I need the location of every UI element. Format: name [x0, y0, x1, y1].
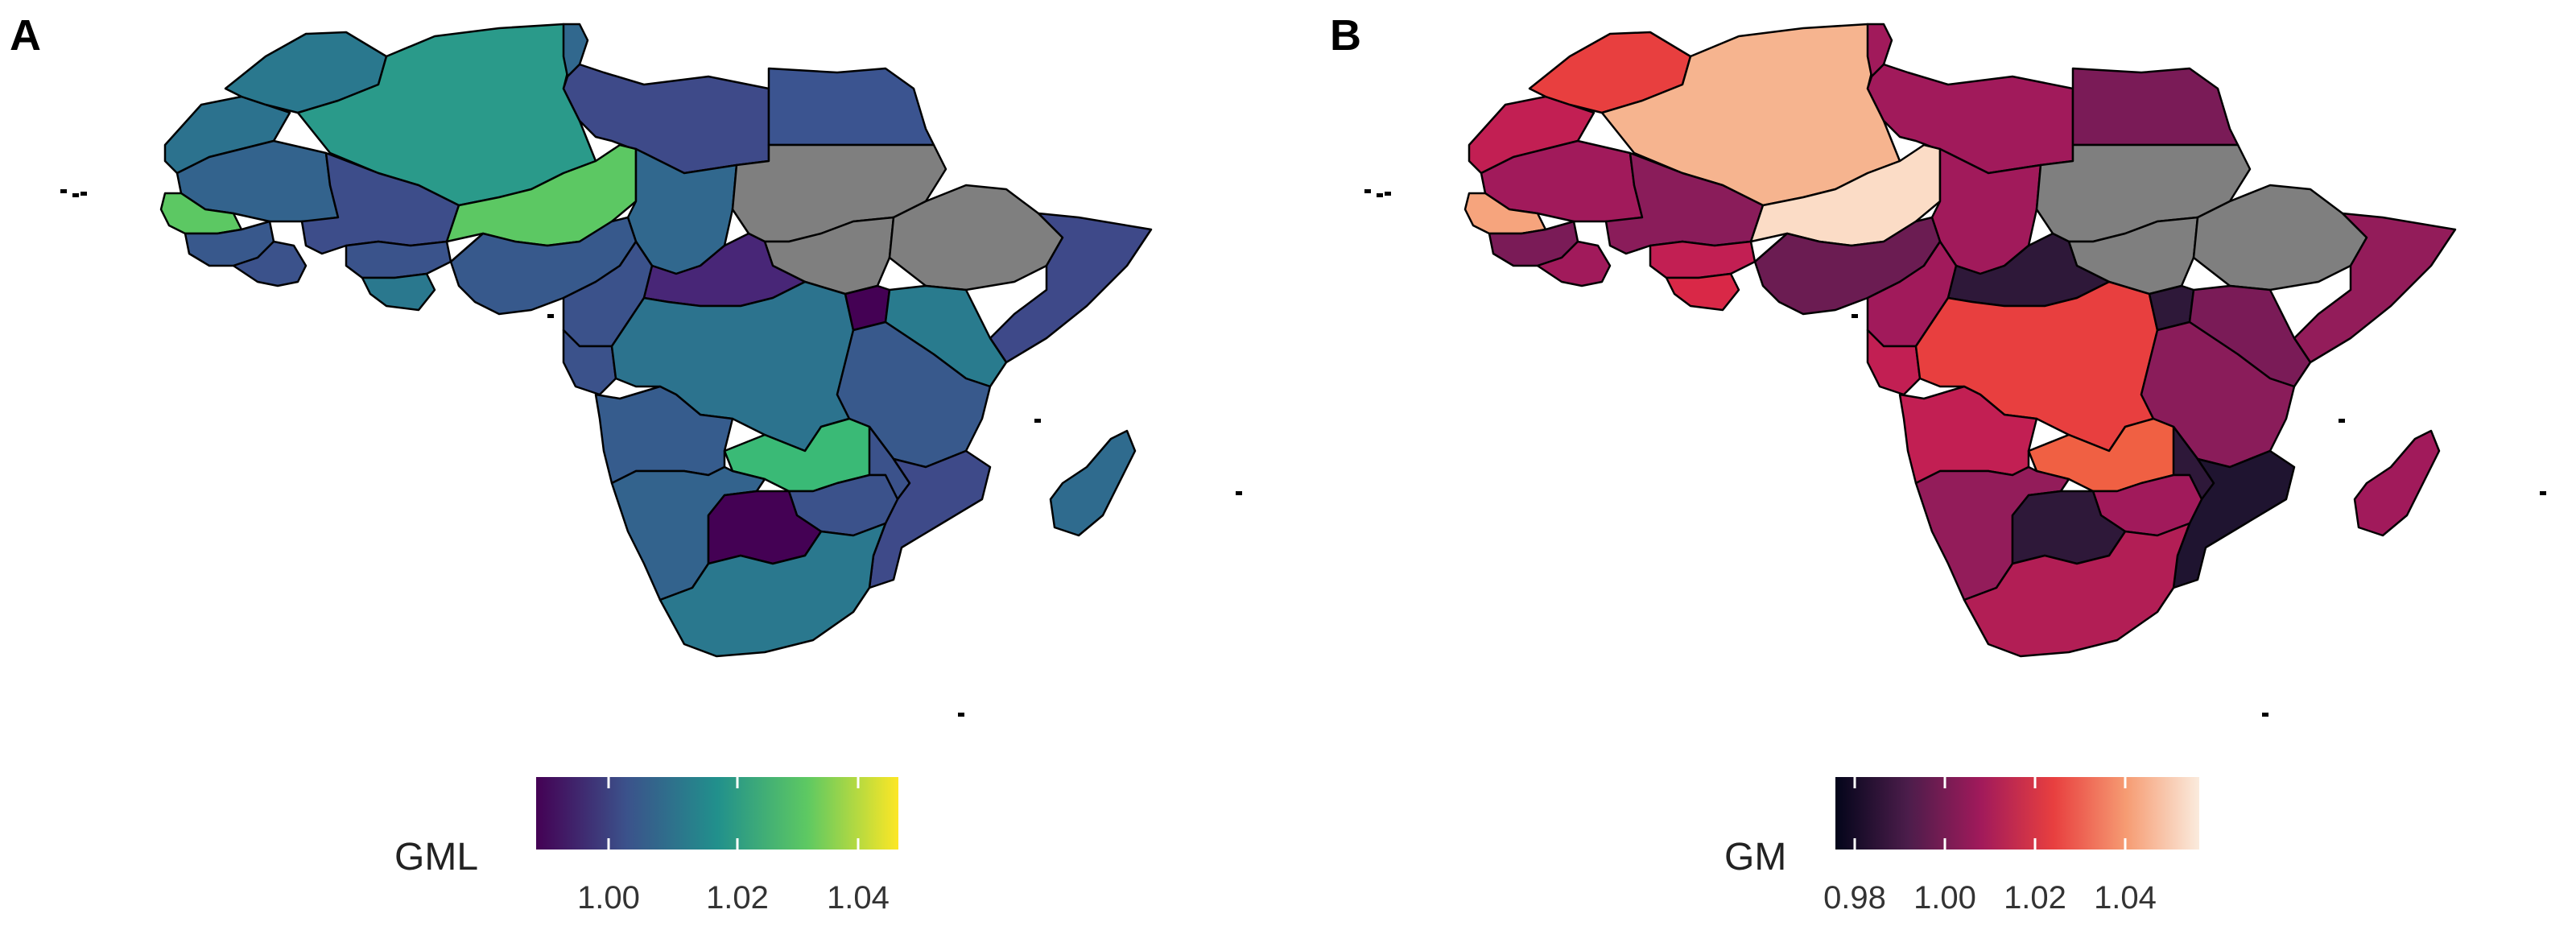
legend-a-colorbar	[536, 777, 898, 850]
panel-b: B GM 0.98 1.00 1.02 1.04	[1330, 11, 2546, 916]
legend-a-tick-3: 1.04	[827, 880, 890, 916]
island-speck	[1385, 192, 1391, 196]
legend-a-tick-2: 1.02	[706, 880, 769, 916]
legend-b-title: GM	[1724, 836, 1786, 878]
island-speck	[72, 193, 79, 197]
map-a	[60, 24, 1242, 717]
legend-a-tick-1: 1.00	[577, 880, 640, 916]
region-ghana	[362, 274, 435, 310]
legend-b-colorbar	[1835, 777, 2199, 850]
island-speck	[2339, 419, 2345, 423]
island-speck	[547, 314, 554, 318]
legend-a: GML 1.00 1.02 1.04	[394, 777, 898, 916]
legend-b-tick-1: 0.98	[1823, 880, 1886, 916]
legend-b-tick-2: 1.00	[1913, 880, 1976, 916]
island-speck	[1236, 491, 1242, 495]
legend-a-title: GML	[394, 836, 478, 878]
island-speck	[1852, 314, 1858, 318]
island-speck	[958, 713, 964, 717]
region-burkina-faso	[1650, 242, 1755, 278]
region-burkina-faso	[346, 242, 451, 278]
panel-a-label: A	[10, 11, 41, 60]
island-speck	[2540, 491, 2546, 495]
region-egypt	[2073, 68, 2238, 145]
figure: A GML 1.00 1.02 1.04 B GM 0.98 1.00 1.02…	[0, 0, 2576, 926]
island-speck	[1377, 193, 1383, 197]
panel-b-label: B	[1330, 11, 1361, 60]
map-b	[1364, 24, 2546, 717]
legend-b-tick-3: 1.02	[2004, 880, 2066, 916]
island-speck	[2262, 713, 2268, 717]
island-speck	[1034, 419, 1041, 423]
island-speck	[80, 192, 87, 196]
region-egypt	[769, 68, 934, 145]
region-ghana	[1666, 274, 1739, 310]
island-speck	[60, 189, 67, 193]
panel-a: A GML 1.00 1.02 1.04	[10, 11, 1242, 916]
region-madagascar	[1051, 431, 1135, 535]
island-speck	[1364, 189, 1371, 193]
legend-b: GM 0.98 1.00 1.02 1.04	[1724, 777, 2199, 916]
region-madagascar	[2355, 431, 2439, 535]
legend-b-tick-4: 1.04	[2094, 880, 2157, 916]
